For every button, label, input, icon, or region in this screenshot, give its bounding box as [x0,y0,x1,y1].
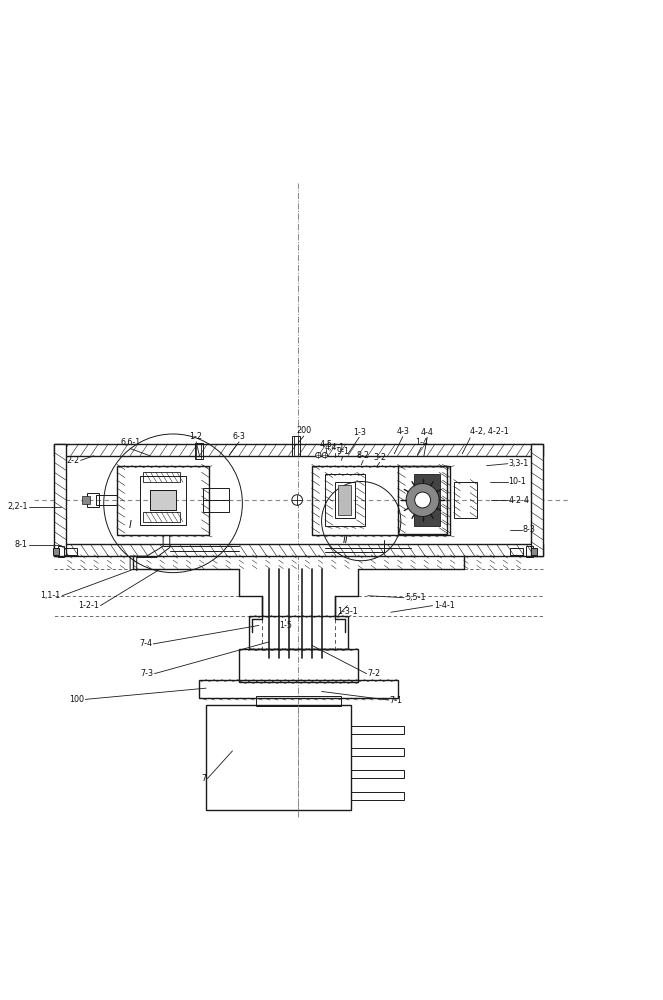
Text: 1,1-1: 1,1-1 [40,591,61,600]
Bar [58,546,64,557]
Bar [312,466,450,535]
Text: 3-2: 3-2 [373,453,386,462]
Text: II: II [343,535,349,545]
Bar [143,512,180,522]
Text: 4-2, 4-2-1: 4-2, 4-2-1 [470,427,509,436]
Text: 7-2: 7-2 [368,669,381,678]
Bar [398,466,447,534]
Circle shape [292,495,302,505]
Text: 8-1: 8-1 [15,540,28,549]
Bar [453,482,477,518]
Bar [249,616,348,649]
Bar [526,546,533,557]
Bar [292,436,300,456]
Bar [351,770,404,778]
Bar [140,476,186,525]
Bar [88,493,99,507]
Text: 4-5: 4-5 [320,440,333,449]
Bar [206,705,351,810]
Bar [510,548,523,555]
Text: 3,3-1: 3,3-1 [509,459,528,468]
Bar [53,548,60,555]
Text: 6-3: 6-3 [233,432,245,441]
Bar [351,726,404,734]
Bar [64,548,78,555]
Text: 1-5: 1-5 [278,621,292,630]
Text: 2-2: 2-2 [66,456,80,465]
Bar [95,495,117,505]
Text: 1-4: 1-4 [415,438,428,447]
Bar [82,496,90,504]
Text: 9-1: 9-1 [336,447,349,456]
Bar [150,490,176,510]
Text: 7-1: 7-1 [390,696,402,705]
Text: 100: 100 [69,695,84,704]
Text: 1-2: 1-2 [190,432,203,441]
Text: 7-4: 7-4 [139,639,152,648]
Text: 4-4: 4-4 [421,428,434,437]
Bar [143,472,180,482]
Text: 7-3: 7-3 [141,669,153,678]
Bar [351,792,404,800]
Circle shape [406,483,439,517]
Text: 10-1: 10-1 [509,477,526,486]
Bar [117,466,210,535]
Bar [239,649,358,682]
Text: 7: 7 [201,774,206,783]
Bar [351,748,404,756]
Text: 1-3-1: 1-3-1 [337,607,358,616]
Bar [531,444,543,556]
Bar [200,680,398,698]
Text: 8-3: 8-3 [523,525,536,534]
Text: 4,4-1: 4,4-1 [325,443,345,452]
Text: 6,6-1: 6,6-1 [120,438,141,447]
Circle shape [414,492,430,508]
Bar [414,474,440,526]
Bar [203,488,229,512]
Text: 1-2-1: 1-2-1 [78,601,99,610]
Bar [54,444,543,456]
Text: 1-4-1: 1-4-1 [434,601,455,610]
Circle shape [322,452,328,458]
Bar [54,444,66,556]
Text: 2,2-1: 2,2-1 [7,502,28,511]
Bar [195,443,203,459]
Bar [325,474,365,526]
Bar [335,482,355,518]
Text: 5,5-1: 5,5-1 [406,593,426,602]
Text: 4-3: 4-3 [396,427,409,436]
Text: 200: 200 [296,426,312,435]
Text: 1-3: 1-3 [353,428,366,437]
Text: 4-2-4: 4-2-4 [509,496,529,505]
Bar [338,485,351,515]
Bar [531,548,538,555]
Circle shape [316,452,321,458]
Text: 8-2: 8-2 [357,451,370,460]
Bar [54,544,543,556]
Text: I: I [129,520,131,530]
Bar [255,696,341,706]
